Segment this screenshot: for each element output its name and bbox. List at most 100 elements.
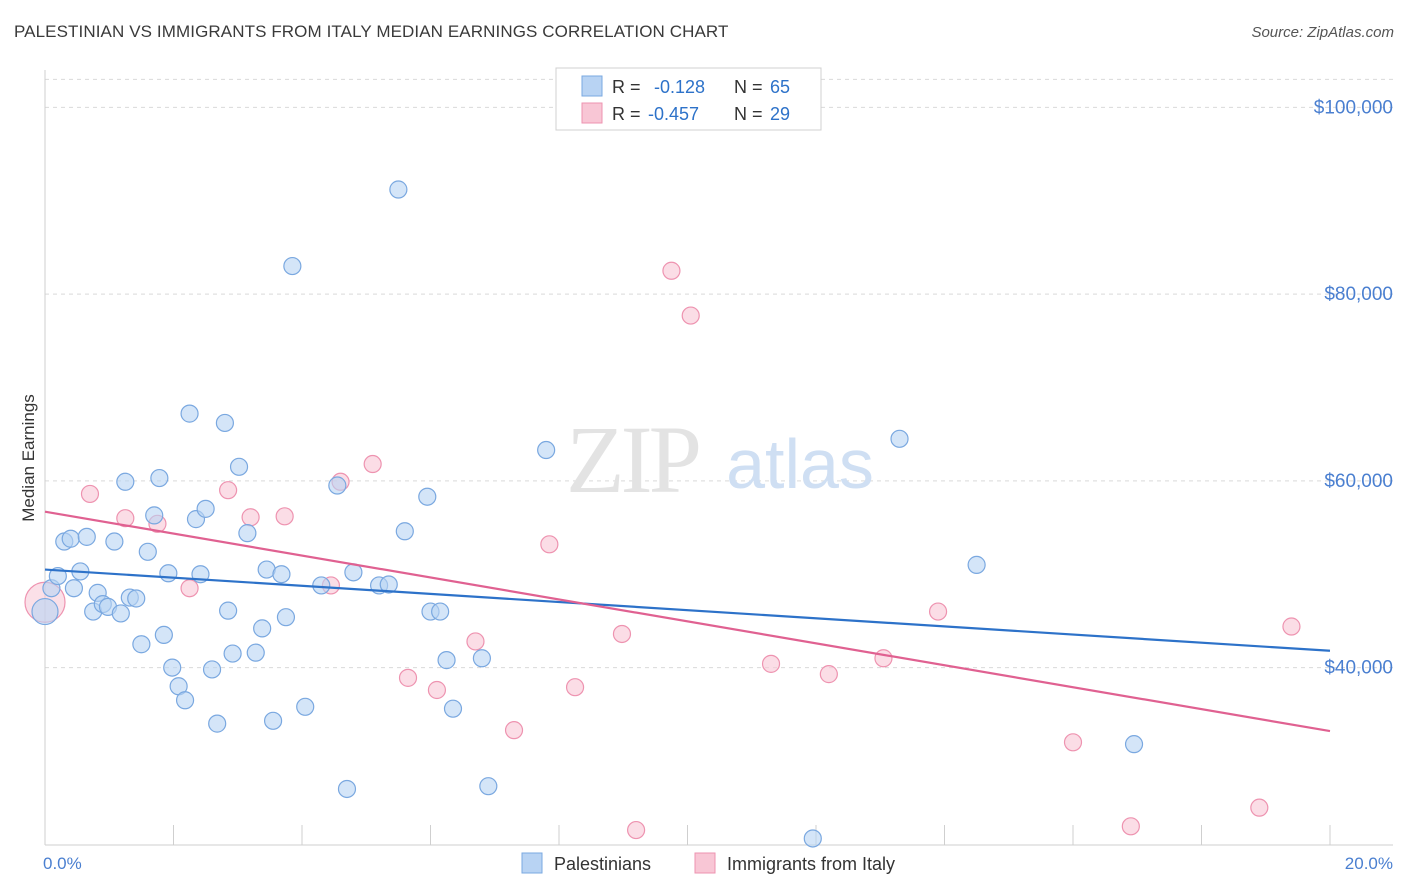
point-palestinians (150, 468, 169, 488)
watermark-zip: ZIP (566, 406, 699, 513)
point-immigrants-from-italy (1121, 817, 1140, 836)
legend-r-label-2: R = (612, 104, 641, 124)
trend-lines (44, 510, 1331, 733)
point-palestinians (472, 649, 491, 668)
series-immigrants-from-italy-points (24, 261, 1301, 840)
point-immigrants-from-italy (565, 678, 585, 697)
y-tick-label: $60,000 (1324, 471, 1393, 492)
point-palestinians (175, 691, 195, 710)
point-palestinians (145, 506, 164, 525)
point-immigrants-from-italy (928, 602, 948, 621)
point-palestinians (215, 413, 234, 433)
x-tick-label-min: 0.0% (43, 854, 82, 873)
point-immigrants-from-italy (275, 507, 294, 526)
chart-title: PALESTINIAN VS IMMIGRANTS FROM ITALY MED… (14, 22, 729, 41)
point-palestinians (276, 608, 296, 627)
point-palestinians (223, 644, 242, 663)
point-palestinians (431, 602, 450, 621)
point-immigrants-from-italy (241, 508, 260, 527)
point-palestinians (127, 589, 146, 608)
point-palestinians (443, 699, 463, 718)
correlation-legend: R = -0.128 N = 65 R = -0.457 N = 29 (555, 67, 822, 131)
point-palestinians (31, 597, 59, 626)
bottom-legend-swatch-italy (694, 852, 716, 874)
point-palestinians (328, 476, 347, 495)
point-palestinians (77, 527, 96, 546)
legend-swatch-palestinians (581, 75, 603, 97)
point-palestinians (395, 522, 414, 541)
watermark: ZIP atlas (566, 406, 874, 513)
grid-lines (45, 78, 1393, 669)
point-palestinians (202, 660, 222, 679)
legend-r-value-1: -0.128 (654, 77, 705, 97)
y-tick-label: $100,000 (1314, 97, 1393, 118)
point-palestinians (159, 564, 178, 583)
point-palestinians (296, 697, 315, 716)
legend-n-label-2: N = (734, 104, 763, 124)
point-immigrants-from-italy (116, 509, 135, 528)
point-palestinians (803, 829, 822, 848)
legend-r-value-2: -0.457 (648, 104, 699, 124)
y-tick-label: $80,000 (1324, 284, 1393, 305)
x-tick-label-max: 20.0% (1345, 854, 1393, 873)
point-immigrants-from-italy (180, 579, 199, 598)
point-immigrants-from-italy (80, 484, 100, 504)
legend-n-value-1: 65 (770, 77, 790, 97)
point-palestinians (1124, 735, 1144, 754)
point-palestinians (537, 440, 556, 460)
point-palestinians (111, 604, 130, 623)
trend-line-immigrants-from-italy (44, 510, 1331, 733)
series-palestinians-points (31, 180, 1144, 848)
point-immigrants-from-italy (612, 624, 632, 644)
point-immigrants-from-italy (540, 535, 559, 554)
point-palestinians (283, 256, 302, 276)
bottom-legend-label-palestinians: Palestinians (554, 854, 651, 874)
series-legend: Palestinians Immigrants from Italy (521, 852, 895, 874)
watermark-atlas: atlas (726, 425, 874, 503)
source-label: Source: ZipAtlas.com (1251, 24, 1394, 41)
point-palestinians (180, 404, 199, 423)
y-axis-label: Median Earnings (19, 394, 38, 522)
point-immigrants-from-italy (626, 820, 646, 840)
y-tick-labels: $40,000 $60,000 $80,000 $100,000 (1314, 97, 1393, 678)
legend-n-label-1: N = (734, 77, 763, 97)
point-palestinians (196, 499, 215, 518)
point-palestinians (337, 779, 357, 799)
bottom-legend-swatch-palestinians (521, 852, 543, 874)
point-palestinians (163, 658, 182, 677)
point-immigrants-from-italy (363, 454, 382, 474)
svg-text:R = -0.457 N =: R = -0.457 N = 29 (612, 104, 790, 124)
point-immigrants-from-italy (1063, 733, 1083, 752)
point-palestinians (379, 575, 398, 594)
legend-r-label-1: R = (612, 77, 641, 97)
point-palestinians (437, 651, 456, 670)
point-palestinians (238, 524, 257, 543)
point-palestinians (263, 711, 283, 730)
point-immigrants-from-italy (466, 632, 485, 651)
legend-swatch-italy (581, 102, 603, 124)
point-palestinians (208, 714, 227, 733)
point-palestinians (48, 566, 67, 586)
point-immigrants-from-italy (761, 654, 781, 673)
bottom-legend-label-italy: Immigrants from Italy (727, 854, 895, 874)
point-palestinians (312, 576, 331, 595)
point-palestinians (116, 472, 135, 491)
svg-text:R = -0.128 N =: R = -0.128 N = 65 (612, 77, 790, 97)
point-palestinians (61, 529, 80, 548)
point-palestinians (154, 625, 173, 645)
point-palestinians (138, 542, 157, 561)
point-immigrants-from-italy (662, 261, 681, 280)
point-palestinians (272, 565, 291, 584)
point-palestinians (64, 579, 84, 598)
point-palestinians (389, 180, 408, 199)
legend-n-value-2: 29 (770, 104, 790, 124)
point-palestinians (418, 487, 437, 506)
point-palestinians (219, 601, 238, 620)
point-immigrants-from-italy (504, 721, 524, 740)
x-ticks (173, 825, 1331, 845)
point-palestinians (967, 555, 986, 574)
y-tick-label: $40,000 (1324, 658, 1393, 679)
point-palestinians (479, 777, 498, 796)
point-immigrants-from-italy (398, 668, 418, 687)
